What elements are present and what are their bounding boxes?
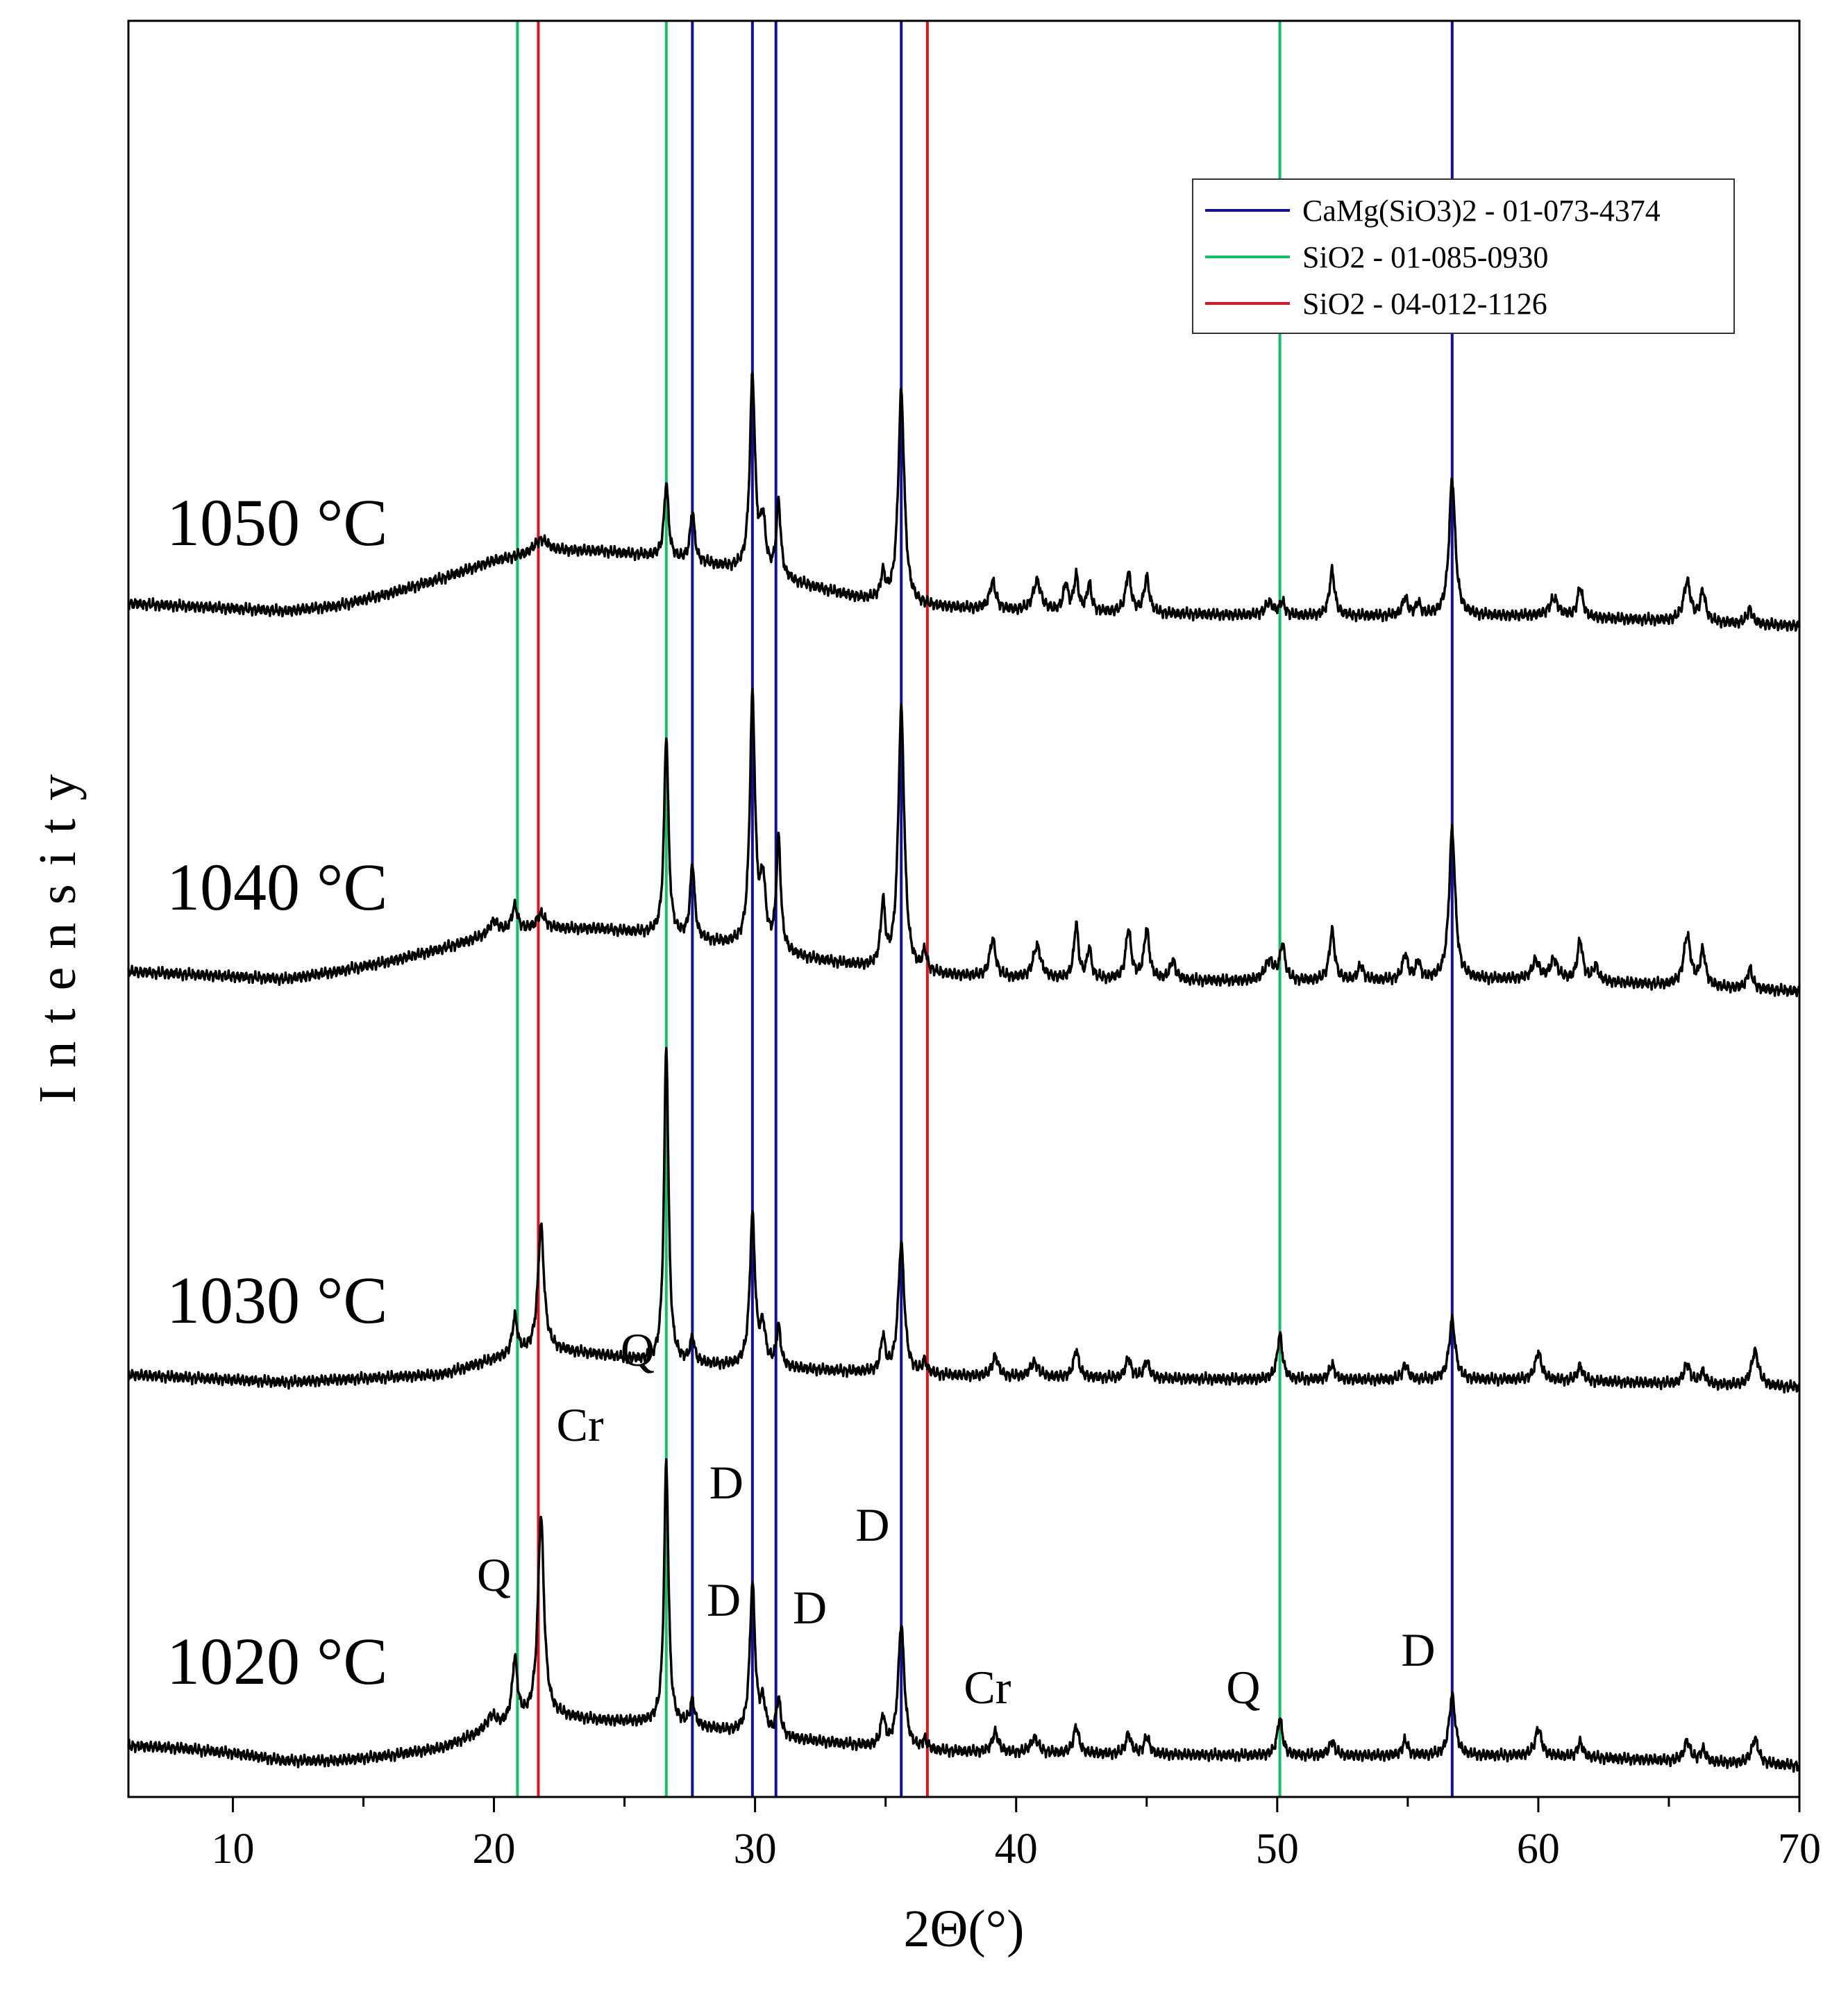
x-tick-label: 60: [1517, 1825, 1560, 1873]
x-axis-label: 2Θ(°): [904, 1900, 1025, 1958]
x-tick-label: 30: [734, 1825, 777, 1873]
peak-annotation: Q: [477, 1548, 511, 1601]
pattern-line-1040: [127, 687, 1801, 998]
legend-label: SiO2 - 04-012-1126: [1302, 287, 1547, 321]
temperature-labels: 1050 °C 1040 °C 1030 °C 1020 °C: [167, 485, 387, 1698]
peak-annotation: Q: [621, 1323, 655, 1376]
temperature-label: 1020 °C: [167, 1624, 387, 1698]
peak-annotation: D: [707, 1573, 741, 1626]
x-tick-label: 20: [473, 1825, 516, 1873]
peak-annotation: D: [793, 1581, 827, 1634]
legend-label: CaMg(SiO3)2 - 01-073-4374: [1302, 194, 1661, 228]
peak-annotation: Cr: [964, 1661, 1011, 1714]
legend-label: SiO2 - 01-085-0930: [1302, 240, 1548, 274]
peak-annotation: D: [709, 1456, 744, 1509]
x-tick-label: 70: [1778, 1825, 1821, 1873]
temperature-label: 1030 °C: [167, 1263, 387, 1337]
pattern-line-1050: [127, 371, 1801, 632]
x-tick-label: 40: [995, 1825, 1038, 1873]
pattern-series: [127, 371, 1801, 1773]
peak-annotation: D: [855, 1498, 889, 1551]
legend: CaMg(SiO3)2 - 01-073-4374 SiO2 - 01-085-0…: [1192, 178, 1735, 334]
temperature-label: 1050 °C: [167, 485, 387, 560]
y-axis-label: Intensity: [28, 756, 87, 1103]
x-tick-label: 50: [1256, 1825, 1299, 1873]
temperature-label: 1040 °C: [167, 850, 387, 924]
peak-annotation: Q: [1226, 1661, 1260, 1714]
x-tick-label: 10: [211, 1825, 254, 1873]
pattern-line-1020: [127, 1458, 1800, 1773]
x-axis-ticks: 10 20 30 40 50 60 70: [211, 1797, 1821, 1873]
pattern-line-1030: [127, 1046, 1801, 1394]
peak-annotation: D: [1401, 1623, 1435, 1676]
peak-annotation: Cr: [557, 1398, 604, 1451]
plot-frame: [127, 19, 1801, 1798]
